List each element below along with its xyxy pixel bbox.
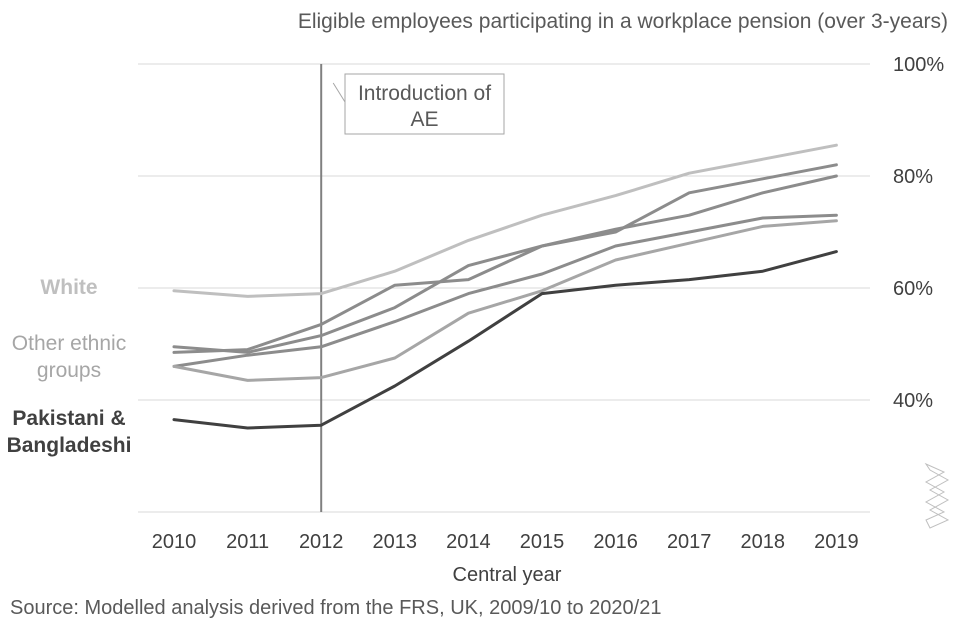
x-tick-label: 2016 <box>593 531 638 553</box>
axis-break-icon <box>924 462 950 529</box>
y-tick-label: 60% <box>893 278 933 300</box>
x-tick-label: 2012 <box>299 531 344 553</box>
x-axis-title: Central year <box>453 564 562 586</box>
annotation-text: AE <box>410 108 438 131</box>
series-labels: White Other ethnic groups Pakistani & Bangla… <box>7 276 132 457</box>
series-label: White <box>40 276 97 299</box>
x-tick-label: 2010 <box>152 531 197 553</box>
series-line-3 <box>172 174 838 354</box>
y-tick-label: 100% <box>893 54 944 76</box>
series-line-6 <box>172 250 838 430</box>
series-label: groups <box>37 359 101 382</box>
x-tick-label: 2015 <box>520 531 565 553</box>
y-axis-tick-labels: 40% 60% 80% 100% <box>893 54 944 412</box>
y-tick-label: 40% <box>893 390 933 412</box>
y-tick-label: 80% <box>893 166 933 188</box>
x-axis-tick-labels: 2010 2011 2012 2013 2014 2015 2016 2017 2018 2019 <box>152 531 859 553</box>
series-line-2 <box>172 163 838 354</box>
x-tick-label: 2011 <box>226 531 269 553</box>
series-line-5 <box>172 219 838 382</box>
annotation-text: Introduction of <box>358 82 491 105</box>
source-note: Source: Modelled analysis derived from t… <box>10 597 661 619</box>
gridlines <box>138 63 870 513</box>
series-label: Pakistani & <box>12 407 125 430</box>
x-tick-label: 2018 <box>741 531 786 553</box>
annotation-box <box>344 73 505 135</box>
x-tick-label: 2017 <box>667 531 712 553</box>
annotation-group: Introduction of AE <box>320 64 505 512</box>
series-line-4 <box>172 213 838 368</box>
x-tick-label: 2013 <box>373 531 418 553</box>
series-lines <box>172 143 838 430</box>
axis-break-icon-shape <box>924 462 950 529</box>
series-label: Bangladeshi <box>7 434 132 457</box>
annotation-leader <box>332 82 346 103</box>
x-tick-label: 2014 <box>446 531 491 553</box>
series-label: Other ethnic <box>12 332 126 355</box>
series-line-1 <box>172 143 838 298</box>
chart-title: Eligible employees participating in a wo… <box>298 10 948 33</box>
x-tick-label: 2019 <box>814 531 859 553</box>
